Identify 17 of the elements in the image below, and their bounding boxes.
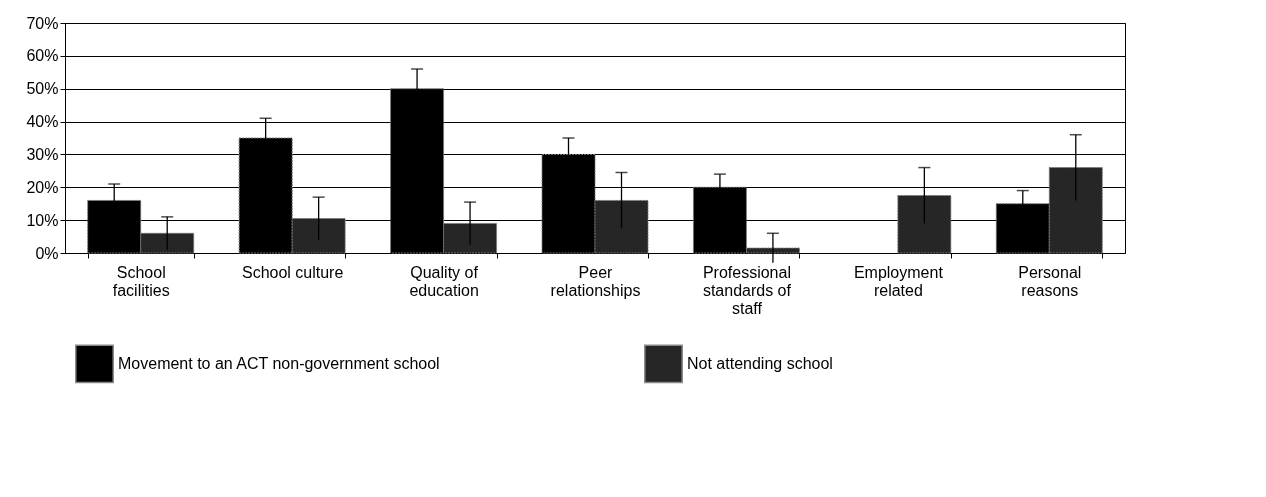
y-tick-label: 40%: [26, 113, 59, 131]
x-tick-label: Quality of education: [409, 263, 479, 299]
y-tick-label: 70%: [26, 14, 59, 32]
x-tick-label: Peer relationships: [550, 263, 641, 299]
x-tick-label: Professional standards of staff: [702, 263, 792, 317]
y-tick-label: 10%: [26, 211, 59, 229]
y-tick-label: 60%: [26, 47, 59, 65]
x-tick-label: Personal reasons: [1018, 263, 1082, 299]
y-tick-label: 50%: [26, 80, 59, 98]
x-tick-label: School facilities: [112, 263, 170, 299]
x-tick-label: Employment related: [853, 263, 944, 299]
x-tick-label: School culture: [241, 263, 344, 281]
legend-label: Not attending school: [687, 354, 833, 372]
legend-label: Movement to an ACT non-government school: [118, 354, 440, 372]
y-tick-label: 30%: [26, 145, 59, 163]
y-tick-label: 20%: [26, 178, 59, 196]
y-tick-label: 0%: [35, 244, 59, 262]
